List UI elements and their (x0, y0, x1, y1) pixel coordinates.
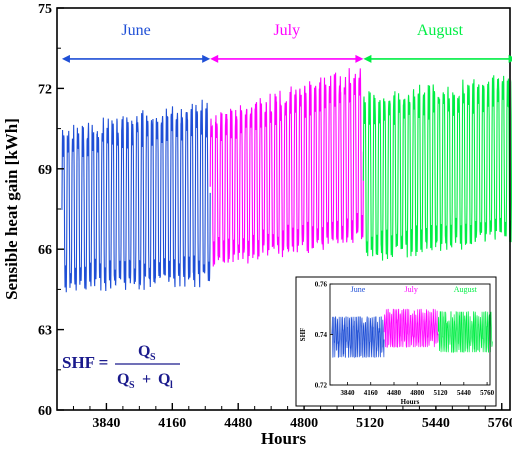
formula-den-b-sub: l (170, 380, 173, 391)
formula-den-b: Q (158, 371, 170, 388)
inset-month-label-june: June (351, 285, 366, 294)
inset-y-tick-label: 0.74 (315, 331, 328, 339)
formula-numerator-sub: S (150, 352, 156, 363)
x-tick-label: 4160 (158, 416, 186, 431)
x-tick-label: 5760 (488, 416, 512, 431)
arrow-head-left (210, 54, 219, 63)
inset-x-tick-label: 5440 (457, 389, 472, 397)
inset-series-line-july (383, 308, 439, 348)
formula-plus: + (142, 371, 151, 388)
y-axis-title: Sensible heat gain [kWh] (2, 118, 21, 300)
arrow-head-right (508, 54, 512, 63)
inset-y-axis-title: SHF (299, 328, 307, 342)
inset-x-tick-label: 3840 (340, 389, 355, 397)
inset-series-line-august (437, 311, 493, 354)
x-tick-label: 4480 (224, 416, 252, 431)
y-tick-label: 60 (38, 404, 52, 419)
y-tick-label: 72 (38, 82, 52, 97)
series-line-august (362, 75, 512, 261)
x-tick-label: 5120 (356, 416, 384, 431)
x-tick-label: 3840 (92, 416, 120, 431)
formula-lhs: SHF = (62, 353, 108, 372)
y-tick-label: 75 (38, 2, 52, 17)
x-axis-title: Hours (261, 429, 307, 448)
y-tick-label: 66 (38, 243, 52, 258)
arrow-head-left (61, 54, 70, 63)
series-line-june (61, 99, 211, 293)
arrow-head-left (363, 54, 372, 63)
x-tick-label: 4800 (290, 416, 318, 431)
inset-series-line-june (331, 316, 385, 359)
month-label-june: June (121, 22, 150, 39)
inset-y-tick-label: 0.72 (315, 382, 328, 390)
formula-den-a-sub: S (129, 380, 135, 391)
y-tick-label: 63 (38, 324, 52, 339)
inset-x-tick-label: 5760 (480, 389, 495, 397)
inset-x-axis-title: Hours (401, 398, 420, 406)
arrow-head-right (202, 54, 211, 63)
month-label-july: July (273, 22, 300, 39)
inset-month-label-july: July (404, 285, 417, 294)
formula-numerator: Q (138, 343, 150, 360)
inset-month-label-august: August (454, 285, 478, 294)
month-label-august: August (417, 22, 464, 39)
series-line-july (209, 68, 364, 267)
inset-x-tick-label: 4160 (364, 389, 379, 397)
formula-den-a: Q (117, 371, 129, 388)
y-tick-label: 69 (38, 163, 52, 178)
inset-x-tick-label: 5120 (434, 389, 449, 397)
x-tick-label: 5440 (422, 416, 450, 431)
inset-y-tick-label: 0.76 (315, 281, 328, 289)
inset-x-tick-label: 4800 (410, 389, 425, 397)
inset-x-tick-label: 4480 (387, 389, 402, 397)
arrow-head-right (355, 54, 364, 63)
